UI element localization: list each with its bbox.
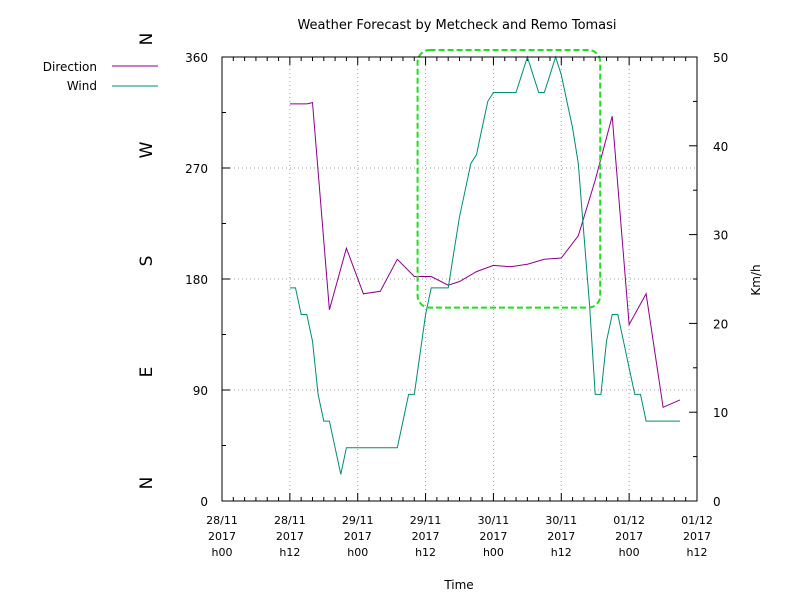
compass-label: E <box>137 367 157 378</box>
y-left-ticks: 0 90 180 270 360 <box>185 51 230 509</box>
y-right-tick-label: 0 <box>713 495 721 509</box>
legend-label-wind: Wind <box>67 79 97 93</box>
compass-label: N <box>137 33 157 46</box>
compass-label: N <box>137 477 157 490</box>
compass-label: S <box>137 256 157 267</box>
y-left-tick-label: 90 <box>193 384 208 398</box>
x-tick-label: 28/11 <box>206 514 238 527</box>
highlight-box <box>416 49 602 309</box>
y-right-tick-label: 20 <box>713 317 728 331</box>
y-left-tick-label: 180 <box>185 273 208 287</box>
y-right-tick-label: 30 <box>713 229 728 243</box>
x-tick-label: h00 <box>483 546 504 559</box>
x-tick-label: h12 <box>551 546 572 559</box>
x-tick-label: 2017 <box>479 530 507 543</box>
y-left-tick-label: 360 <box>185 51 208 65</box>
compass-labels: N E S W N <box>137 33 157 490</box>
x-tick-label: h00 <box>212 546 233 559</box>
x-tick-label: 29/11 <box>342 514 374 527</box>
y-right-axis-label: Km/h <box>749 264 763 295</box>
x-tick-label: h00 <box>619 546 640 559</box>
legend-label-direction: Direction <box>43 60 97 74</box>
y-right-tick-label: 50 <box>713 51 728 65</box>
compass-label: W <box>137 141 157 158</box>
plot-frame <box>221 56 698 502</box>
series-lines <box>289 55 681 475</box>
x-tick-label: 01/12 <box>681 514 713 527</box>
x-tick-label: h12 <box>687 546 708 559</box>
x-tick-label: 28/11 <box>274 514 306 527</box>
y-right-ticks: 0 10 20 30 40 50 <box>689 51 728 509</box>
x-tick-label: 2017 <box>683 530 711 543</box>
x-tick-label: h12 <box>279 546 300 559</box>
x-tick-label: 2017 <box>547 530 575 543</box>
x-tick-label: 2017 <box>412 530 440 543</box>
series-line-direction <box>289 101 681 409</box>
x-tick-label: 30/11 <box>478 514 510 527</box>
y-left-tick-label: 270 <box>185 162 208 176</box>
y-right-tick-label: 10 <box>713 406 728 420</box>
x-tick-label: 2017 <box>208 530 236 543</box>
legend: Direction Wind <box>43 60 158 93</box>
x-axis-label: Time <box>443 578 473 592</box>
x-tick-label: 2017 <box>615 530 643 543</box>
x-tick-label: 30/11 <box>545 514 577 527</box>
x-tick-label: 2017 <box>344 530 372 543</box>
series-line-wind <box>289 55 680 475</box>
y-right-tick-label: 40 <box>713 140 728 154</box>
x-tick-label: h12 <box>415 546 436 559</box>
chart-title: Weather Forecast by Metcheck and Remo To… <box>297 18 616 33</box>
y-left-tick-label: 0 <box>200 495 208 509</box>
x-tick-label: 29/11 <box>410 514 442 527</box>
x-tick-label: 2017 <box>276 530 304 543</box>
x-tick-label: h00 <box>347 546 368 559</box>
x-tick-label: 01/12 <box>613 514 645 527</box>
